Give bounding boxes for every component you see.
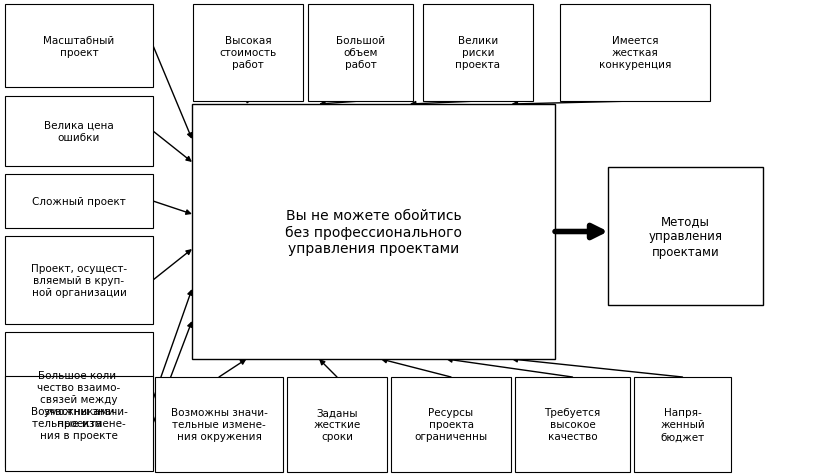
Text: Возможны значи-
тельные измене-
ния в проекте: Возможны значи- тельные измене- ния в пр… — [31, 407, 127, 441]
Text: Большое коли-
чество взаимо-
связей между
участниками
проекта: Большое коли- чество взаимо- связей межд… — [37, 371, 120, 428]
FancyBboxPatch shape — [560, 5, 710, 102]
FancyBboxPatch shape — [5, 332, 153, 467]
Text: Высокая
стоимость
работ: Высокая стоимость работ — [219, 37, 277, 70]
FancyBboxPatch shape — [5, 5, 153, 88]
Text: Заданы
жесткие
сроки: Заданы жесткие сроки — [313, 407, 361, 442]
FancyBboxPatch shape — [308, 5, 413, 102]
FancyBboxPatch shape — [423, 5, 533, 102]
FancyBboxPatch shape — [391, 377, 511, 472]
Text: Большой
объем
работ: Большой объем работ — [336, 37, 385, 70]
Text: Велика цена
ошибки: Велика цена ошибки — [44, 121, 114, 143]
Text: Велики
риски
проекта: Велики риски проекта — [455, 37, 500, 70]
Text: Проект, осущест-
вляемый в круп-
ной организации: Проект, осущест- вляемый в круп- ной орг… — [31, 263, 127, 298]
Text: Возможны значи-
тельные измене-
ния окружения: Возможны значи- тельные измене- ния окру… — [170, 407, 268, 442]
FancyBboxPatch shape — [634, 377, 731, 472]
FancyBboxPatch shape — [155, 377, 283, 472]
FancyBboxPatch shape — [5, 376, 153, 471]
Text: Имеется
жесткая
конкуренция: Имеется жесткая конкуренция — [599, 37, 671, 70]
Text: Масштабный
проект: Масштабный проект — [43, 35, 115, 58]
FancyBboxPatch shape — [5, 97, 153, 167]
Text: Вы не можете обойтись
без профессионального
управления проектами: Вы не можете обойтись без профессиональн… — [285, 208, 462, 256]
Text: Ресурсы
проекта
ограниченны: Ресурсы проекта ограниченны — [415, 407, 488, 442]
FancyBboxPatch shape — [287, 377, 387, 472]
Text: Сложный проект: Сложный проект — [32, 197, 125, 207]
Text: Методы
управления
проектами: Методы управления проектами — [648, 215, 722, 258]
Text: Требуется
высокое
качество: Требуется высокое качество — [544, 407, 601, 442]
Text: Напря-
женный
бюджет: Напря- женный бюджет — [660, 407, 705, 442]
FancyBboxPatch shape — [515, 377, 630, 472]
FancyBboxPatch shape — [608, 168, 763, 306]
FancyBboxPatch shape — [5, 175, 153, 228]
FancyBboxPatch shape — [5, 237, 153, 324]
FancyBboxPatch shape — [192, 105, 555, 359]
FancyBboxPatch shape — [193, 5, 303, 102]
